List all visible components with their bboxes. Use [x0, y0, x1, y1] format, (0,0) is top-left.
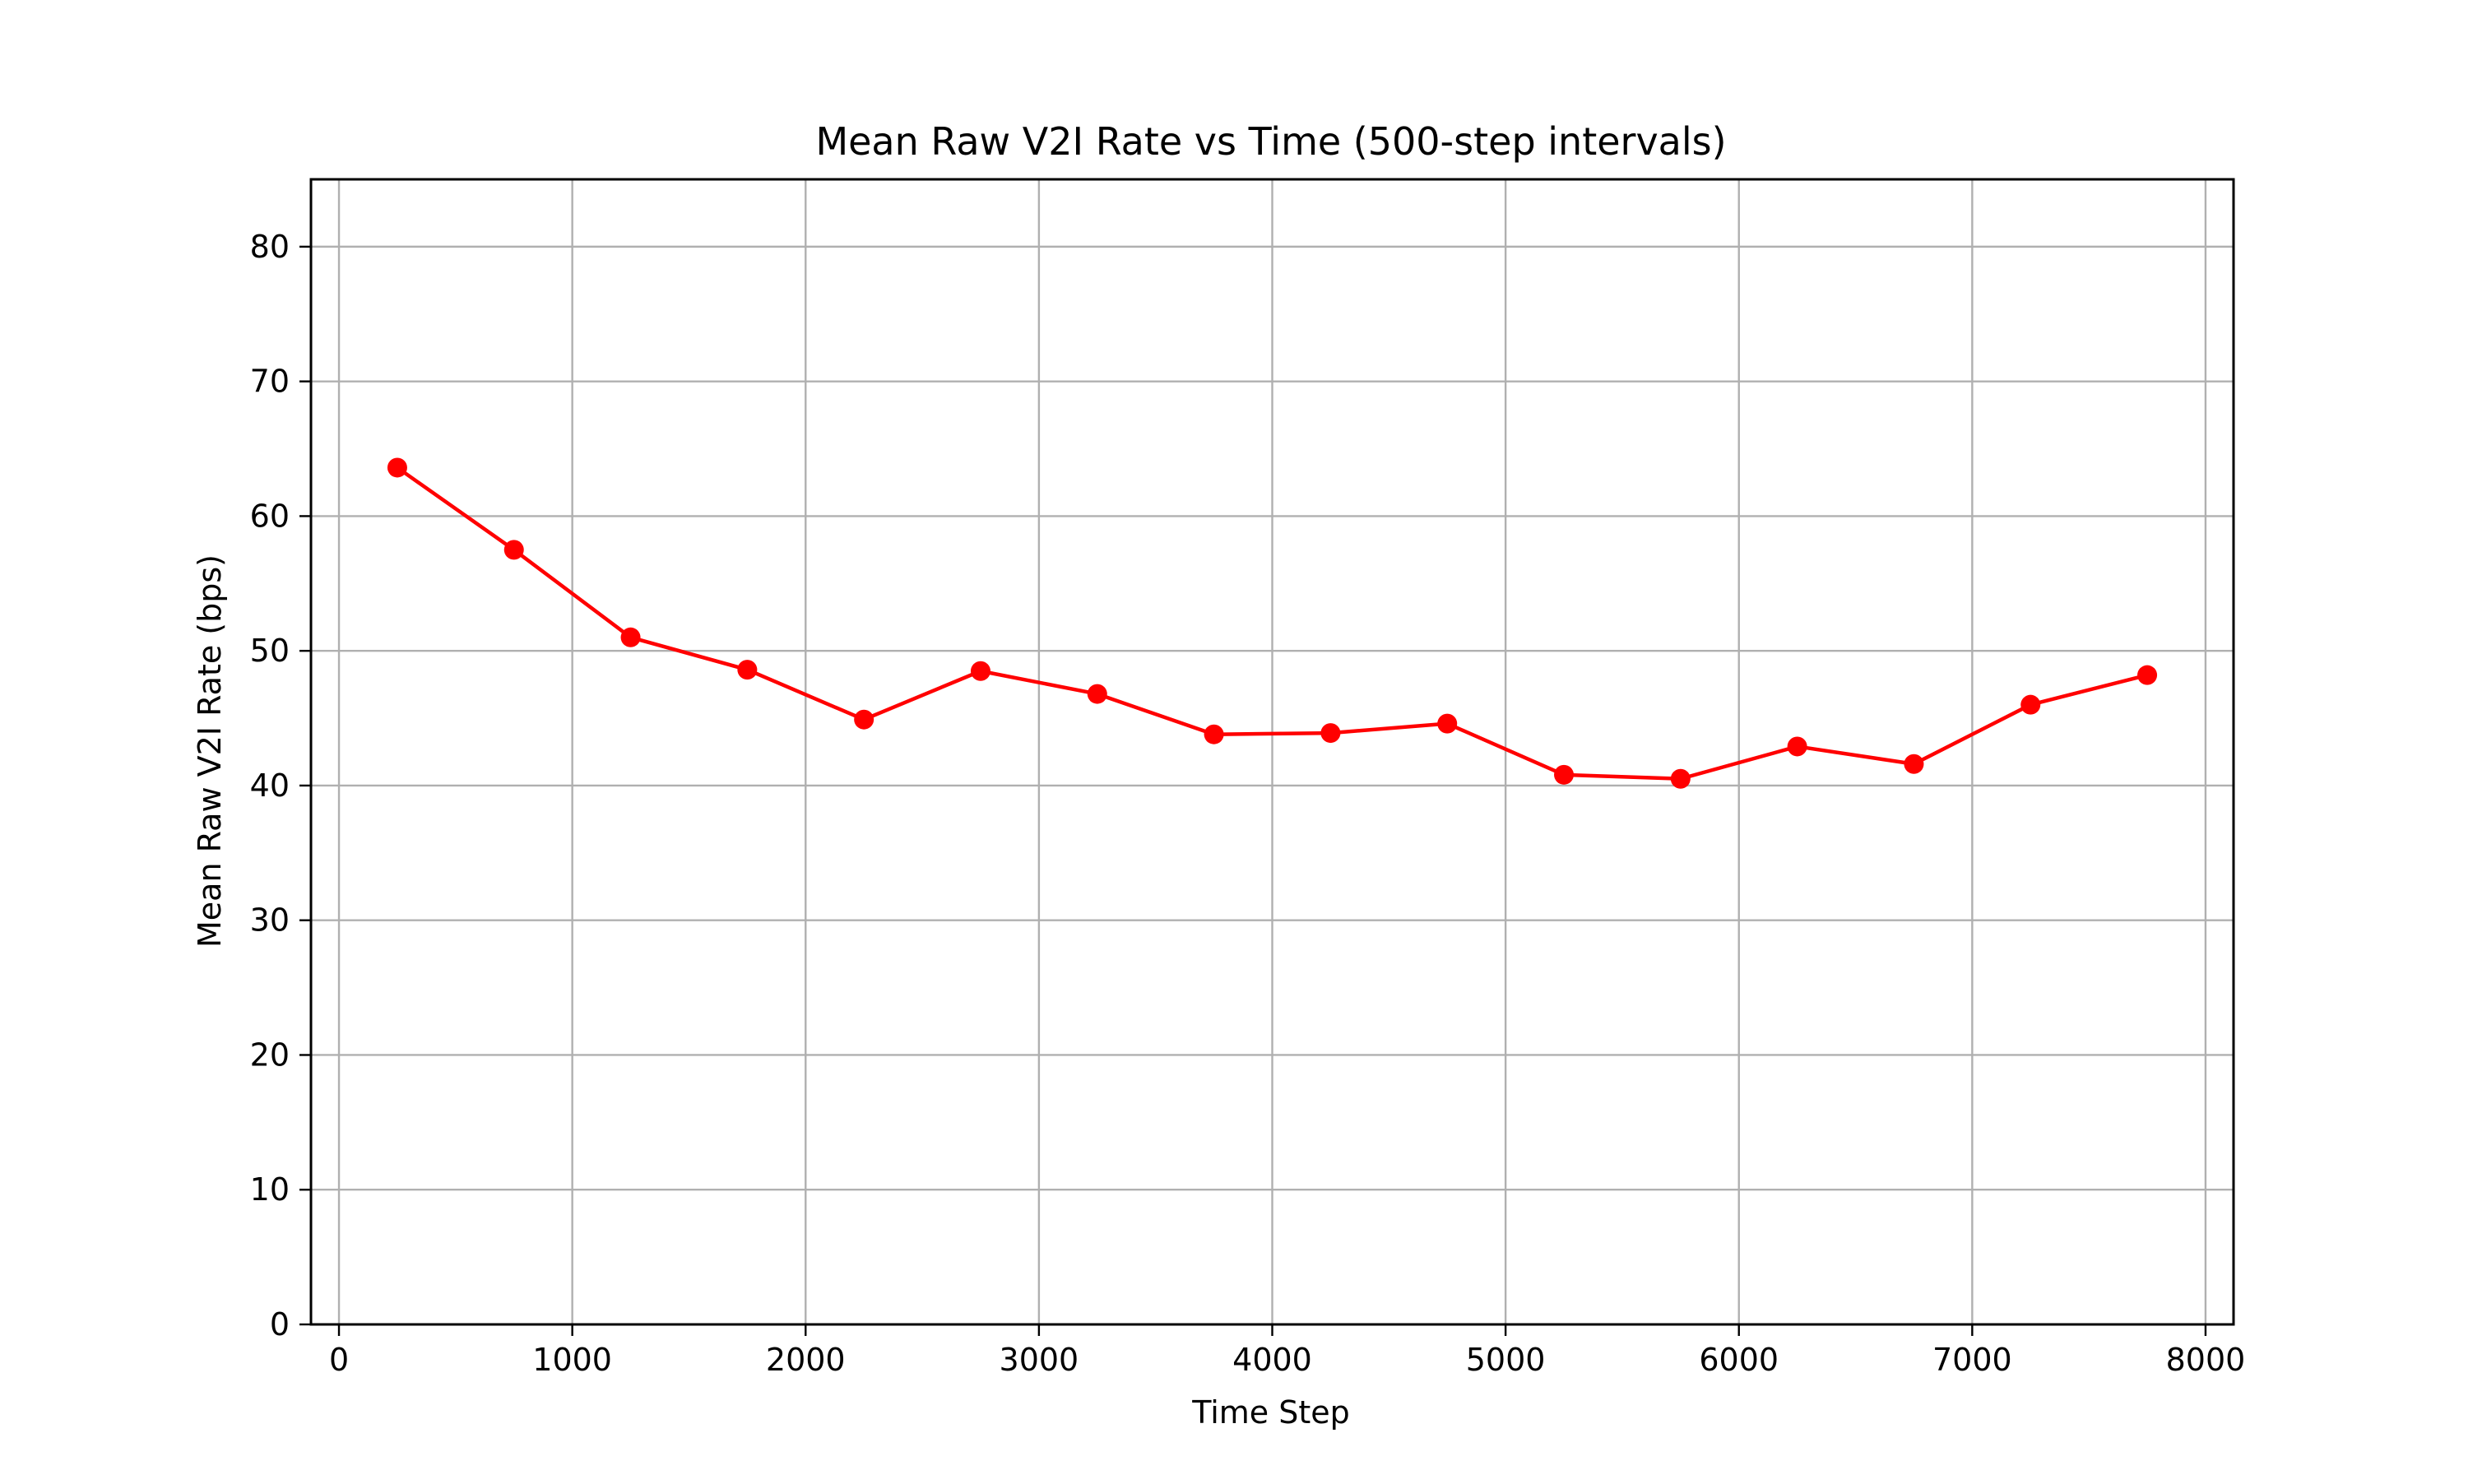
y-tick-label: 60: [250, 498, 290, 534]
y-tick-label: 80: [250, 229, 290, 265]
y-tick-label: 50: [250, 633, 290, 669]
x-tick-label: 1000: [532, 1342, 612, 1378]
series-line: [395, 466, 2150, 781]
x-tick-label: 7000: [1932, 1342, 2012, 1378]
data-point: [503, 540, 524, 560]
x-axis-label: Time Step: [1191, 1394, 1350, 1431]
data-point: [1554, 764, 1575, 785]
data-point: [1204, 724, 1224, 744]
series-layer: [387, 457, 2158, 789]
data-point: [620, 627, 641, 647]
data-point: [854, 709, 874, 730]
x-tick-label: 6000: [1699, 1342, 1779, 1378]
axis-ticks: 0 1000 2000 3000 4000 5000 6000 7000 8000 0 10 20 30…: [250, 229, 2246, 1378]
grid-lines: [311, 179, 2234, 1326]
y-axis-label: Mean Raw V2I Rate (bps): [192, 554, 228, 948]
data-point: [1670, 768, 1691, 789]
y-tick-label: 40: [250, 768, 290, 804]
x-tick-label: 0: [329, 1342, 349, 1378]
chart-title: Mean Raw V2I Rate vs Time (500-step inte…: [815, 119, 1726, 164]
data-point: [2137, 665, 2158, 685]
y-tick-label: 70: [250, 364, 290, 400]
data-point: [1087, 684, 1107, 704]
y-tick-label: 0: [270, 1306, 290, 1343]
y-tick-label: 30: [250, 902, 290, 939]
x-tick-label: 4000: [1232, 1342, 1312, 1378]
data-point: [1787, 736, 1807, 757]
data-point: [737, 660, 758, 680]
data-point: [1320, 723, 1341, 744]
x-tick-label: 5000: [1466, 1342, 1546, 1378]
data-point: [2020, 694, 2041, 715]
x-tick-label: 3000: [1000, 1342, 1079, 1378]
data-point: [387, 457, 407, 478]
data-point: [1437, 713, 1458, 734]
y-tick-label: 20: [250, 1036, 290, 1073]
x-tick-label: 2000: [766, 1342, 846, 1378]
x-tick-label: 8000: [2166, 1342, 2246, 1378]
data-point: [1904, 754, 1924, 774]
data-point: [970, 661, 990, 681]
y-tick-label: 10: [250, 1171, 290, 1208]
